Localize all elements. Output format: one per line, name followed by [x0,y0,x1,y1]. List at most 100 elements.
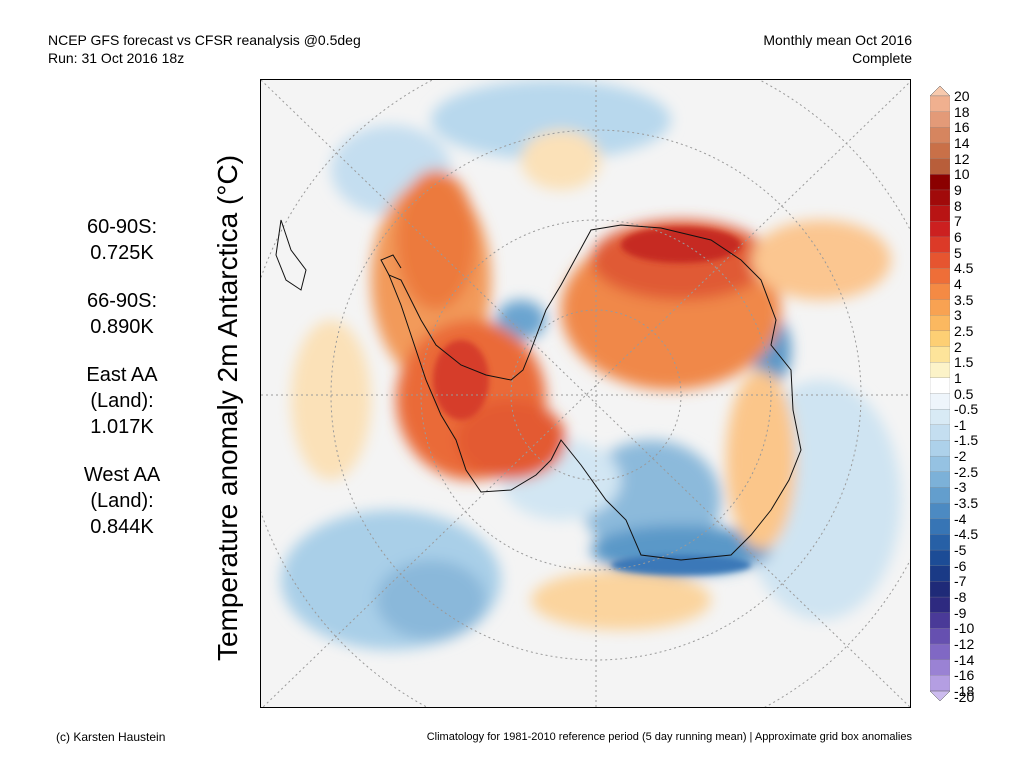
colorbar-swatch [930,189,950,207]
stat-label: West AA [83,464,161,486]
colorbar-tick-label: -4.5 [954,526,979,543]
colorbar-swatch [930,628,950,645]
anomaly-stats: 60-90S: 0.725K 66-90S: 0.890K East AA (L… [62,214,182,562]
colorbar-tick-label: -6 [954,557,967,574]
colorbar-swatch [930,127,950,144]
period-label: Monthly mean Oct 2016 [763,32,912,48]
colorbar-swatch [930,252,950,269]
colorbar-tick-label: 4.5 [954,260,974,277]
colorbar-swatch [930,236,950,254]
colorbar-tick-label: 2.5 [954,322,974,339]
strong-warm-peninsula [433,340,489,420]
colorbar-tick-label: -5 [954,542,967,559]
colorbar-swatch [930,596,950,614]
colorbar-tick-label: 9 [954,181,962,198]
colorbar-tick-label: -2.5 [954,463,979,480]
colorbar-tick-label: 1.5 [954,354,974,371]
colorbar-tick-label: 3.5 [954,291,974,308]
stat-value: 0.844K [90,516,154,538]
colorbar-tick-label: 5 [954,244,962,261]
meridian [261,80,910,707]
run-label: Run: 31 Oct 2016 18z [48,50,185,66]
colorbar-tick-label: 14 [954,134,970,151]
colorbar-swatch [930,659,950,676]
cold-anomaly-core [376,560,486,640]
stat-value: 0.725K [90,242,154,264]
chart-title: NCEP GFS forecast vs CFSR reanalysis @0.… [48,32,361,48]
stat-label: 60-90S: [86,216,158,238]
colorbar-tick-label: -0.5 [954,401,979,418]
colorbar-swatch [930,675,950,692]
warm-anomaly-indian-ocean [751,220,891,300]
colorbar-swatch [930,565,950,582]
colorbar-tick-label: -1.5 [954,432,979,449]
stat-66-90s: 66-90S: 0.890K [62,288,182,340]
colorbar-tick-label: -3 [954,479,967,496]
colorbar-swatch [930,581,950,598]
map-svg [261,80,910,707]
credit: (c) Karsten Haustein [56,730,166,744]
colorbar-tick-label: 0.5 [954,385,974,402]
colorbar-swatch [930,377,950,395]
colorbar-tick-label: 3 [954,307,962,324]
colorbar-swatch [930,409,950,426]
colorbar-tick-label: 20 [954,88,970,104]
colorbar-swatch [930,487,950,504]
stat-west-aa: West AA (Land): 0.844K [62,462,182,540]
stat-label: 66-90S: [86,290,158,312]
colorbar-tick-label: -7 [954,573,967,590]
colorbar-swatch [930,440,950,457]
colorbar-tick-label: -20 [954,689,975,705]
colorbar-tick-label: -10 [954,620,975,637]
colorbar-swatch [930,268,950,285]
colorbar-bottom-triangle [930,690,950,701]
colorbar-swatch [930,142,950,160]
colorbar-swatch [930,534,950,551]
graticule [261,80,910,707]
colorbar-tick-label: -2 [954,448,967,465]
colorbar-swatch [930,471,950,488]
colorbar-swatch [930,158,950,175]
colorbar-tick-label: -14 [954,651,975,668]
stat-value: 1.017K [90,416,154,438]
colorbar-swatch [930,518,950,535]
cold-anomaly-north [431,80,671,160]
antarctica-coastline [388,224,802,561]
warm-anomaly-wilkes [726,370,796,550]
meridian [262,81,910,707]
colorbar-tick-label: -1 [954,416,967,433]
y-axis-label: Temperature anomaly 2m Antarctica (°C) [212,154,243,662]
warm-anomaly-atlantic [521,130,601,190]
climatology-note: Climatology for 1981-2010 reference peri… [426,731,912,743]
colorbar-swatch [930,95,950,113]
warm-anomaly-southern-belt [531,570,711,630]
colorbar-swatch [930,393,950,410]
colorbar-swatch [930,549,950,567]
colorbar-swatch [930,174,950,191]
colorbar-swatch [930,643,950,661]
colorbar-tick-label: -3.5 [954,495,979,512]
stat-sublabel: (Land): [90,390,154,412]
colorbar-tick-label: 18 [954,103,970,120]
stat-value: 0.890K [90,316,154,338]
colorbar-swatch [930,299,950,316]
colorbar-swatch [930,221,950,238]
stat-sublabel: (Land): [90,490,154,512]
anomaly-detail [433,227,751,575]
colorbar-swatch [930,330,950,348]
colorbar-tick-label: -9 [954,604,967,621]
colorbar-swatches [930,86,950,701]
stat-label: East AA [86,364,158,386]
colorbar-tick-label: 8 [954,197,962,214]
colorbar-labels: 20 18 16 14 12 10 9 8 7 6 5 4.5 4 3.5 3 2.5 2 1.5 1 0.5 -0.5… [954,86,1014,705]
colorbar-swatch [930,283,950,301]
colorbar-tick-label: 16 [954,119,970,136]
strong-cold-coast [611,555,751,575]
south-america-tip [275,219,307,291]
header-left: NCEP GFS forecast vs CFSR reanalysis @0.… [48,31,361,67]
colorbar-tick-label: -12 [954,636,975,653]
colorbar-tick-label: 1 [954,369,962,386]
warm-anomaly-ellsworth [456,400,566,480]
colorbar-swatch [930,111,950,128]
header-right: Monthly mean Oct 2016 Complete [763,31,912,67]
